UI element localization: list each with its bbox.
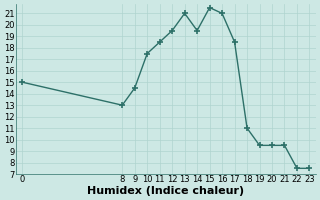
X-axis label: Humidex (Indice chaleur): Humidex (Indice chaleur) [87,186,244,196]
